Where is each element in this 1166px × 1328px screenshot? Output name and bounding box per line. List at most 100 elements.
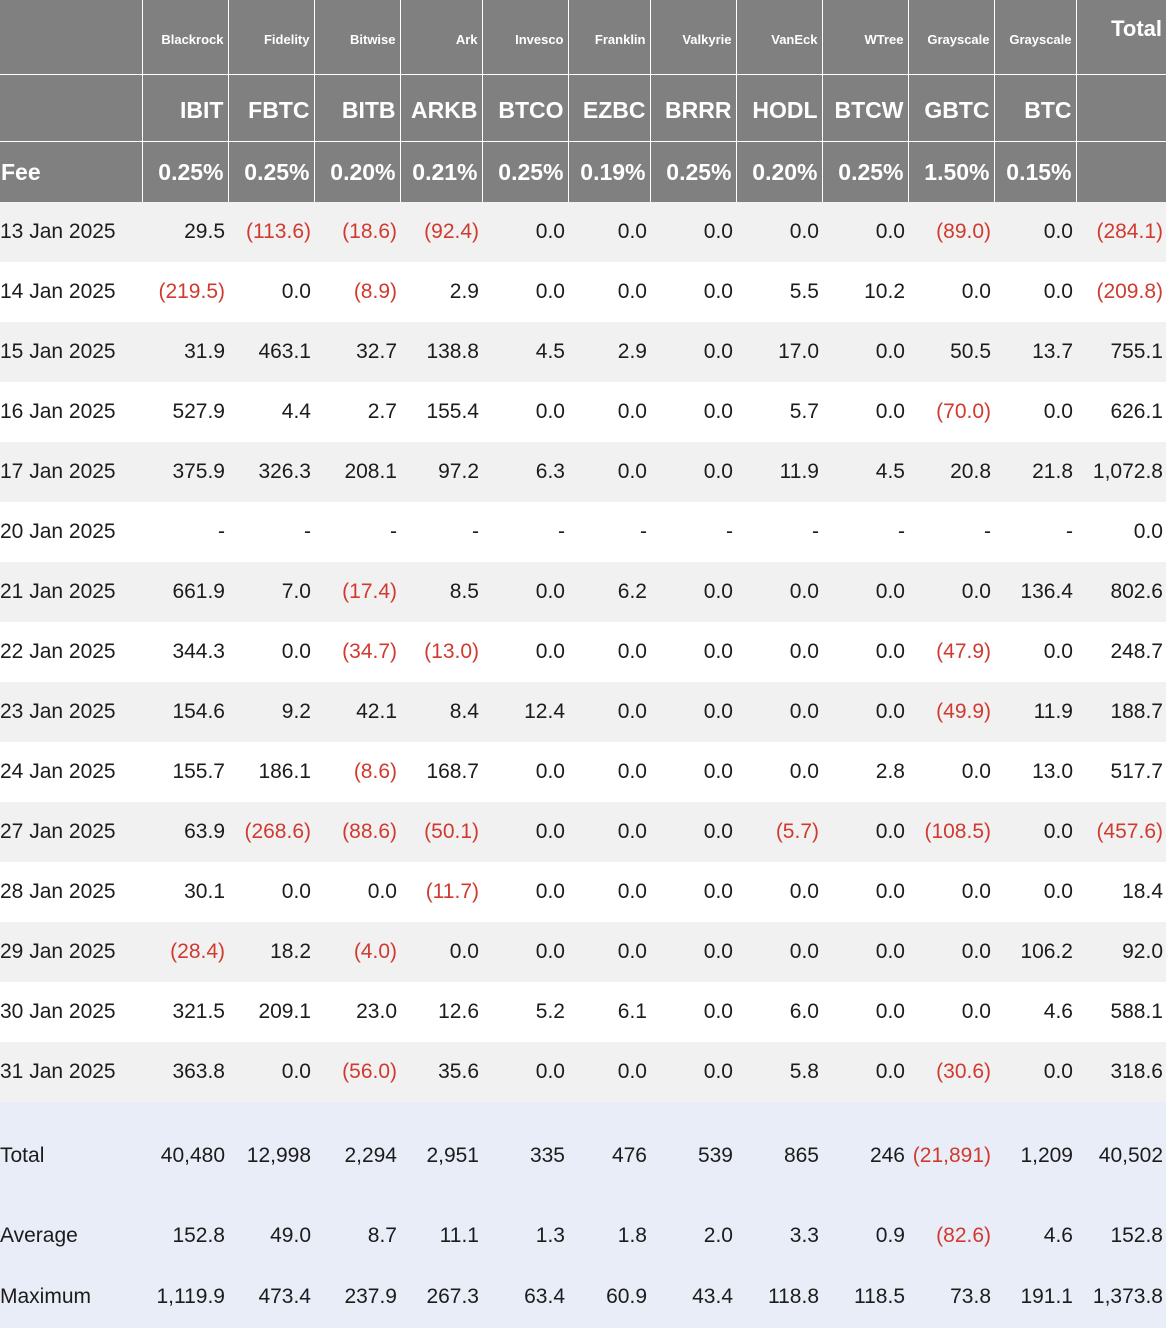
flow-cell: 21.8 [994,442,1076,502]
summary-cell: 2.0 [650,1206,736,1266]
issuer-header: Blackrock [141,0,228,75]
flow-cell: 10.2 [822,262,908,322]
flow-cell: 35.6 [400,1042,482,1102]
flow-cell: (89.0) [908,202,994,262]
date-cell: 13 Jan 2025 [0,202,142,262]
table-body: 13 Jan 2025 29.5 (113.6) (18.6) (92.4) 0.0 0.0… [0,202,1166,1328]
summary-cell: 473.4 [228,1266,314,1328]
flow-cell: 0.0 [482,562,568,622]
ticker-header: FBTC [227,74,314,142]
summary-cell: 267.3 [400,1266,482,1328]
flow-cell: 0.0 [482,922,568,982]
flow-cell: 0.0 [568,1042,650,1102]
fee-cell: 0.25% [141,141,228,202]
flow-cell: 0.0 [568,202,650,262]
flow-cell: 0.0 [482,382,568,442]
flow-cell: 2.9 [568,322,650,382]
row-total-cell: 1,072.8 [1076,442,1166,502]
issuer-header: Ark [399,0,482,75]
flow-cell: 0.0 [736,862,822,922]
flow-cell: 5.8 [736,1042,822,1102]
flow-cell: 0.0 [568,742,650,802]
table-row: 30 Jan 2025 321.5 209.1 23.0 12.6 5.2 6.1 0.0 6.… [0,982,1166,1042]
summary-cell: 60.9 [568,1266,650,1328]
flow-cell: 0.0 [482,742,568,802]
flow-cell: 13.7 [994,322,1076,382]
flow-cell: 0.0 [822,562,908,622]
issuer-header: VanEck [735,0,822,75]
flow-cell: (8.6) [314,742,400,802]
flow-cell: 0.0 [568,922,650,982]
date-cell: 22 Jan 2025 [0,622,142,682]
flow-cell: 0.0 [482,622,568,682]
ticker-header: HODL [735,74,822,142]
summary-label: Total [0,1102,142,1206]
flow-cell: 0.0 [908,982,994,1042]
date-cell: 30 Jan 2025 [0,982,142,1042]
flow-cell: 0.0 [994,262,1076,322]
summary-cell: 4.6 [994,1206,1076,1266]
flow-cell: 18.2 [228,922,314,982]
table-row: 17 Jan 2025 375.9 326.3 208.1 97.2 6.3 0.0 0.0 1… [0,442,1166,502]
summary-cell: 12,998 [228,1102,314,1206]
flow-cell: 42.1 [314,682,400,742]
date-cell: 31 Jan 2025 [0,1042,142,1102]
flow-cell: 0.0 [994,622,1076,682]
flow-cell: 155.4 [400,382,482,442]
date-cell: 20 Jan 2025 [0,502,142,562]
flow-cell: (92.4) [400,202,482,262]
flow-cell: 50.5 [908,322,994,382]
row-total-cell: 755.1 [1076,322,1166,382]
table-row: 27 Jan 2025 63.9 (268.6) (88.6) (50.1) 0.0 0.0… [0,802,1166,862]
flow-cell: 0.0 [568,682,650,742]
flow-cell: 12.6 [400,982,482,1042]
flow-cell: (30.6) [908,1042,994,1102]
summary-cell: 8.7 [314,1206,400,1266]
summary-cell: 3.3 [736,1206,822,1266]
flow-cell: 0.0 [822,982,908,1042]
flow-cell: (18.6) [314,202,400,262]
table-row: 21 Jan 2025 661.9 7.0 (17.4) 8.5 0.0 6.2 0.0 0.0… [0,562,1166,622]
flow-cell: (8.9) [314,262,400,322]
summary-cell: 40,502 [1076,1102,1166,1206]
flow-cell: - [650,502,736,562]
flow-cell: (17.4) [314,562,400,622]
issuer-header: Grayscale [993,0,1076,75]
flow-cell: 4.5 [822,442,908,502]
flow-cell: 0.0 [650,742,736,802]
flow-cell: 63.9 [142,802,228,862]
flow-cell: 0.0 [822,682,908,742]
flow-cell: (113.6) [228,202,314,262]
flow-cell: 209.1 [228,982,314,1042]
flow-cell: (4.0) [314,922,400,982]
summary-cell: 118.8 [736,1266,822,1328]
summary-cell: 1,373.8 [1076,1266,1166,1328]
flow-cell: 0.0 [650,862,736,922]
table-row: 31 Jan 2025 363.8 0.0 (56.0) 35.6 0.0 0.0 0.0 5.… [0,1042,1166,1102]
flow-cell: 0.0 [736,622,822,682]
summary-cell: 476 [568,1102,650,1206]
flow-cell: 375.9 [142,442,228,502]
header-corner [0,0,142,75]
flow-cell: (47.9) [908,622,994,682]
flow-cell: 2.9 [400,262,482,322]
table-row: 13 Jan 2025 29.5 (113.6) (18.6) (92.4) 0.0 0.0… [0,202,1166,262]
flow-cell: 0.0 [650,922,736,982]
summary-cell: 0.9 [822,1206,908,1266]
flow-cell: 0.0 [736,742,822,802]
flow-cell: - [142,502,228,562]
flow-cell: 0.0 [994,1042,1076,1102]
ticker-header: BRRR [649,74,736,142]
summary-cell: 152.8 [142,1206,228,1266]
row-total-cell: 0.0 [1076,502,1166,562]
table-row: 24 Jan 2025 155.7 186.1 (8.6) 168.7 0.0 0.0 0.0… [0,742,1166,802]
ticker-header: BTC [993,74,1076,142]
flow-cell: 0.0 [650,1042,736,1102]
flow-cell: 23.0 [314,982,400,1042]
date-cell: 15 Jan 2025 [0,322,142,382]
summary-cell: 191.1 [994,1266,1076,1328]
summary-cell: 1.3 [482,1206,568,1266]
fee-label: Fee [0,141,142,202]
table-row: 22 Jan 2025 344.3 0.0 (34.7) (13.0) 0.0 0.0 0.0… [0,622,1166,682]
flow-cell: 12.4 [482,682,568,742]
